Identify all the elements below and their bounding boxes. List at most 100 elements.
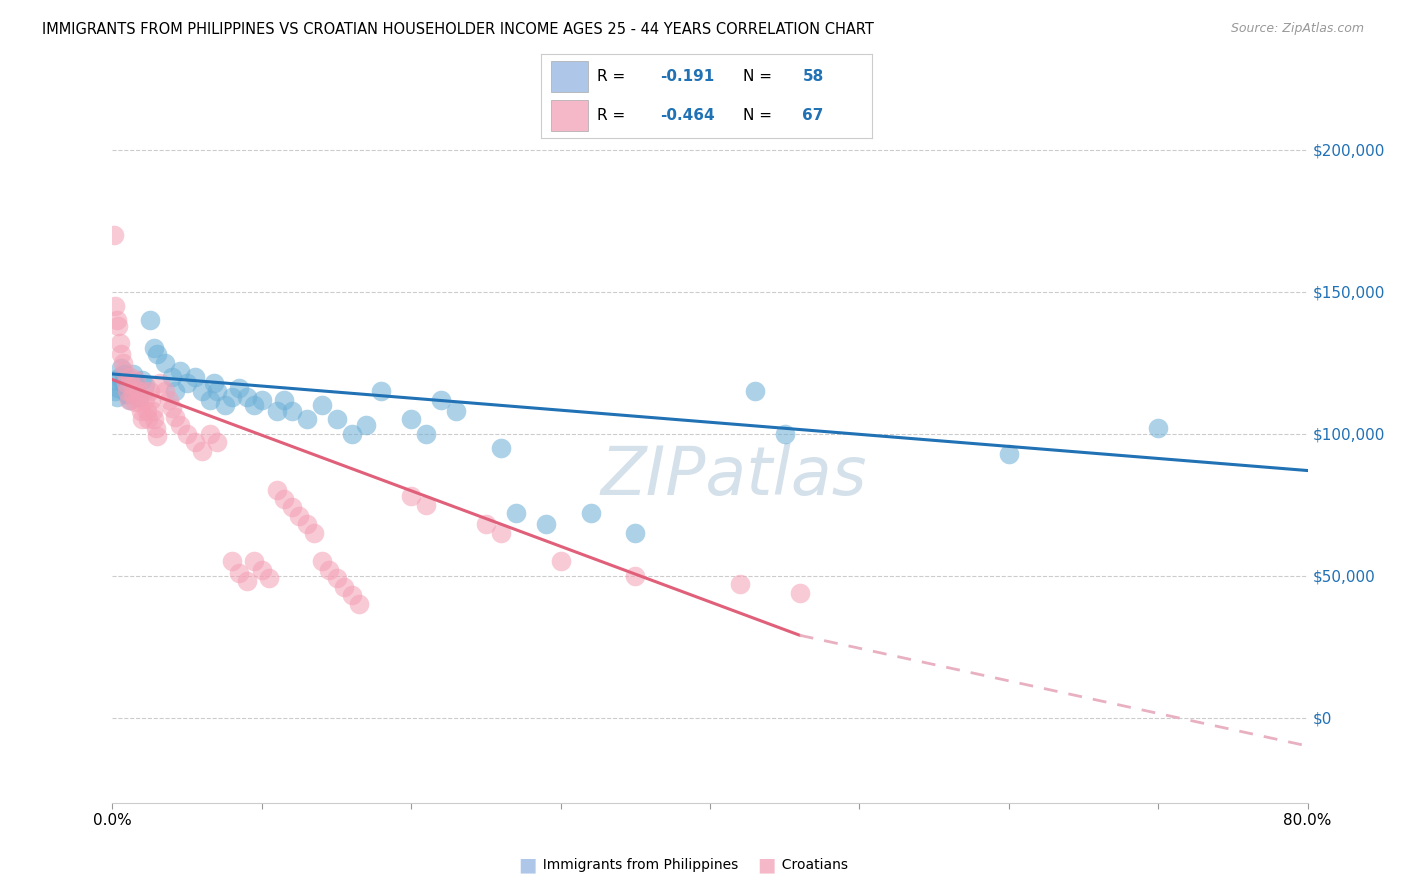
Point xyxy=(221,554,243,568)
Point xyxy=(115,378,138,392)
Point xyxy=(311,554,333,568)
Point xyxy=(444,404,467,418)
Point xyxy=(250,392,273,407)
Point xyxy=(430,392,453,407)
Point xyxy=(183,435,205,450)
Point xyxy=(356,418,378,433)
Point xyxy=(370,384,392,398)
Point xyxy=(340,426,363,441)
Point xyxy=(228,566,250,580)
Point xyxy=(114,364,135,378)
Point xyxy=(145,421,167,435)
Point xyxy=(302,526,325,541)
Point xyxy=(153,384,176,398)
Text: Source: ZipAtlas.com: Source: ZipAtlas.com xyxy=(1230,22,1364,36)
Point xyxy=(169,364,191,378)
Point xyxy=(347,597,370,611)
Point xyxy=(415,426,437,441)
Point xyxy=(534,517,557,532)
Point xyxy=(107,318,129,333)
Point xyxy=(127,384,149,398)
Point xyxy=(773,426,796,441)
Point xyxy=(103,373,125,387)
Point xyxy=(129,404,152,418)
Point xyxy=(176,426,198,441)
Point xyxy=(214,398,236,412)
Text: -0.191: -0.191 xyxy=(661,69,714,84)
Point xyxy=(105,390,128,404)
Point xyxy=(107,381,129,395)
Point xyxy=(132,384,155,398)
Point xyxy=(108,335,131,350)
Point xyxy=(128,395,150,409)
Point xyxy=(579,506,602,520)
Point xyxy=(162,369,183,384)
Point xyxy=(728,577,751,591)
Point xyxy=(139,384,162,398)
Point xyxy=(202,376,225,390)
Point xyxy=(169,418,191,433)
Point xyxy=(475,517,498,532)
Point xyxy=(550,554,572,568)
Point xyxy=(165,384,187,398)
Text: N =: N = xyxy=(742,69,776,84)
Point xyxy=(146,347,169,361)
Point xyxy=(288,508,311,523)
Point xyxy=(281,500,304,515)
Text: ■: ■ xyxy=(756,855,776,875)
Point xyxy=(165,409,187,424)
Point xyxy=(198,392,221,407)
Point xyxy=(118,392,141,407)
Point xyxy=(122,387,145,401)
Point xyxy=(273,491,295,506)
Point xyxy=(295,517,318,532)
Point xyxy=(131,412,153,426)
Point xyxy=(141,392,163,407)
Point xyxy=(157,392,180,407)
Text: 58: 58 xyxy=(803,69,824,84)
Point xyxy=(121,381,143,395)
Point xyxy=(205,435,228,450)
Point xyxy=(250,563,273,577)
Point xyxy=(281,404,304,418)
Point xyxy=(333,580,356,594)
FancyBboxPatch shape xyxy=(551,100,588,130)
Point xyxy=(105,313,128,327)
Point xyxy=(131,373,153,387)
Point xyxy=(198,426,221,441)
Point xyxy=(115,376,138,390)
Point xyxy=(236,390,259,404)
Point xyxy=(120,392,142,407)
Point xyxy=(325,412,347,426)
Point xyxy=(744,384,766,398)
Point xyxy=(191,384,214,398)
Point xyxy=(108,369,131,384)
Point xyxy=(318,563,340,577)
Point xyxy=(228,381,250,395)
Point xyxy=(243,398,266,412)
Point xyxy=(134,378,156,392)
Point xyxy=(236,574,259,589)
Point xyxy=(243,554,266,568)
Point xyxy=(122,367,145,381)
Point xyxy=(110,361,132,376)
Text: ZIPatlas: ZIPatlas xyxy=(600,442,868,508)
Point xyxy=(111,356,134,370)
Text: R =: R = xyxy=(598,108,631,123)
Point xyxy=(273,392,295,407)
Point xyxy=(489,526,512,541)
Point xyxy=(401,412,423,426)
Point xyxy=(124,376,146,390)
Point xyxy=(104,384,127,398)
Point xyxy=(1147,421,1170,435)
Point xyxy=(120,369,142,384)
Point xyxy=(121,378,143,392)
Point xyxy=(205,384,228,398)
Point xyxy=(221,390,243,404)
Point xyxy=(415,498,437,512)
Point xyxy=(125,373,148,387)
Point xyxy=(998,446,1021,460)
Point xyxy=(128,390,150,404)
Text: ■: ■ xyxy=(517,855,537,875)
Text: N =: N = xyxy=(742,108,776,123)
